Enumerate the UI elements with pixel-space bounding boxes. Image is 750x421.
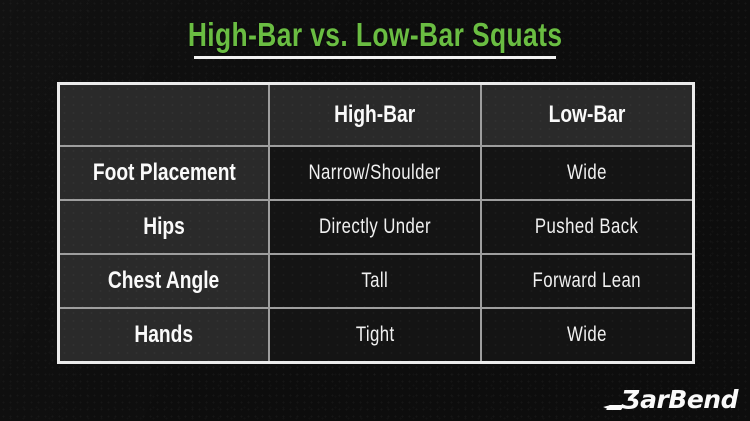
logo-mark-glyph: Ʒ	[620, 385, 641, 414]
cell-hips-high-bar: Directly Under	[270, 201, 480, 253]
row-label-hands: Hands	[60, 309, 268, 361]
row-label-text: Hands	[134, 321, 194, 348]
table-corner-cell	[60, 85, 268, 145]
cell-value: Wide	[567, 323, 607, 346]
cell-value: Tight	[355, 323, 395, 346]
row-label-foot-placement: Foot Placement	[60, 147, 268, 199]
cell-value: Narrow/Shoulder	[308, 161, 442, 184]
cell-value: Forward Lean	[532, 269, 642, 292]
cell-value: Pushed Back	[535, 215, 639, 238]
cell-value: Wide	[567, 161, 607, 184]
barbend-logo-text: arBend	[640, 385, 738, 414]
row-label-chest-angle: Chest Angle	[60, 255, 268, 307]
cell-value: Tall	[361, 269, 389, 292]
cell-hips-low-bar: Pushed Back	[482, 201, 692, 253]
title-block: High-Bar vs. Low-Bar Squats	[0, 16, 750, 60]
row-label-text: Hips	[143, 213, 185, 240]
cell-hands-high-bar: Tight	[270, 309, 480, 361]
logo-swoosh-icon	[606, 404, 625, 409]
cell-chest-angle-high-bar: Tall	[270, 255, 480, 307]
column-header-low-bar-label: Low-Bar	[548, 101, 626, 128]
title-underline	[194, 56, 556, 60]
comparison-table: High-Bar Low-Bar Foot Placement Narrow/S…	[57, 82, 695, 364]
row-label-hips: Hips	[60, 201, 268, 253]
cell-value: Directly Under	[318, 215, 432, 238]
page-title: High-Bar vs. Low-Bar Squats	[0, 16, 750, 53]
column-header-low-bar: Low-Bar	[482, 85, 692, 145]
row-label-text: Chest Angle	[108, 267, 220, 294]
cell-hands-low-bar: Wide	[482, 309, 692, 361]
cell-foot-placement-high-bar: Narrow/Shoulder	[270, 147, 480, 199]
column-header-high-bar-label: High-Bar	[334, 101, 416, 128]
row-label-text: Foot Placement	[92, 159, 236, 186]
cell-foot-placement-low-bar: Wide	[482, 147, 692, 199]
page-title-text: High-Bar vs. Low-Bar Squats	[187, 16, 563, 53]
column-header-high-bar: High-Bar	[270, 85, 480, 145]
cell-chest-angle-low-bar: Forward Lean	[482, 255, 692, 307]
barbend-logo-mark-icon: Ʒ	[606, 385, 641, 414]
